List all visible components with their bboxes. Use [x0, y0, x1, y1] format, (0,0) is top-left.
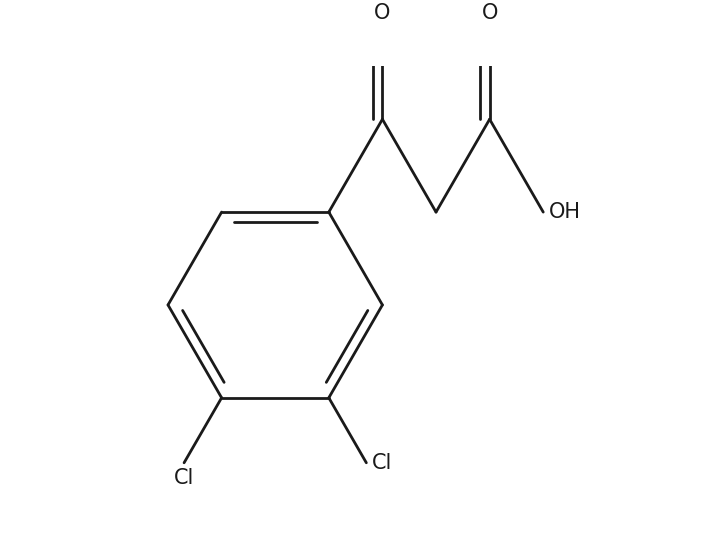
Text: OH: OH	[549, 202, 580, 222]
Text: O: O	[374, 3, 391, 23]
Text: Cl: Cl	[372, 453, 392, 473]
Text: O: O	[481, 3, 498, 23]
Text: Cl: Cl	[174, 468, 194, 489]
